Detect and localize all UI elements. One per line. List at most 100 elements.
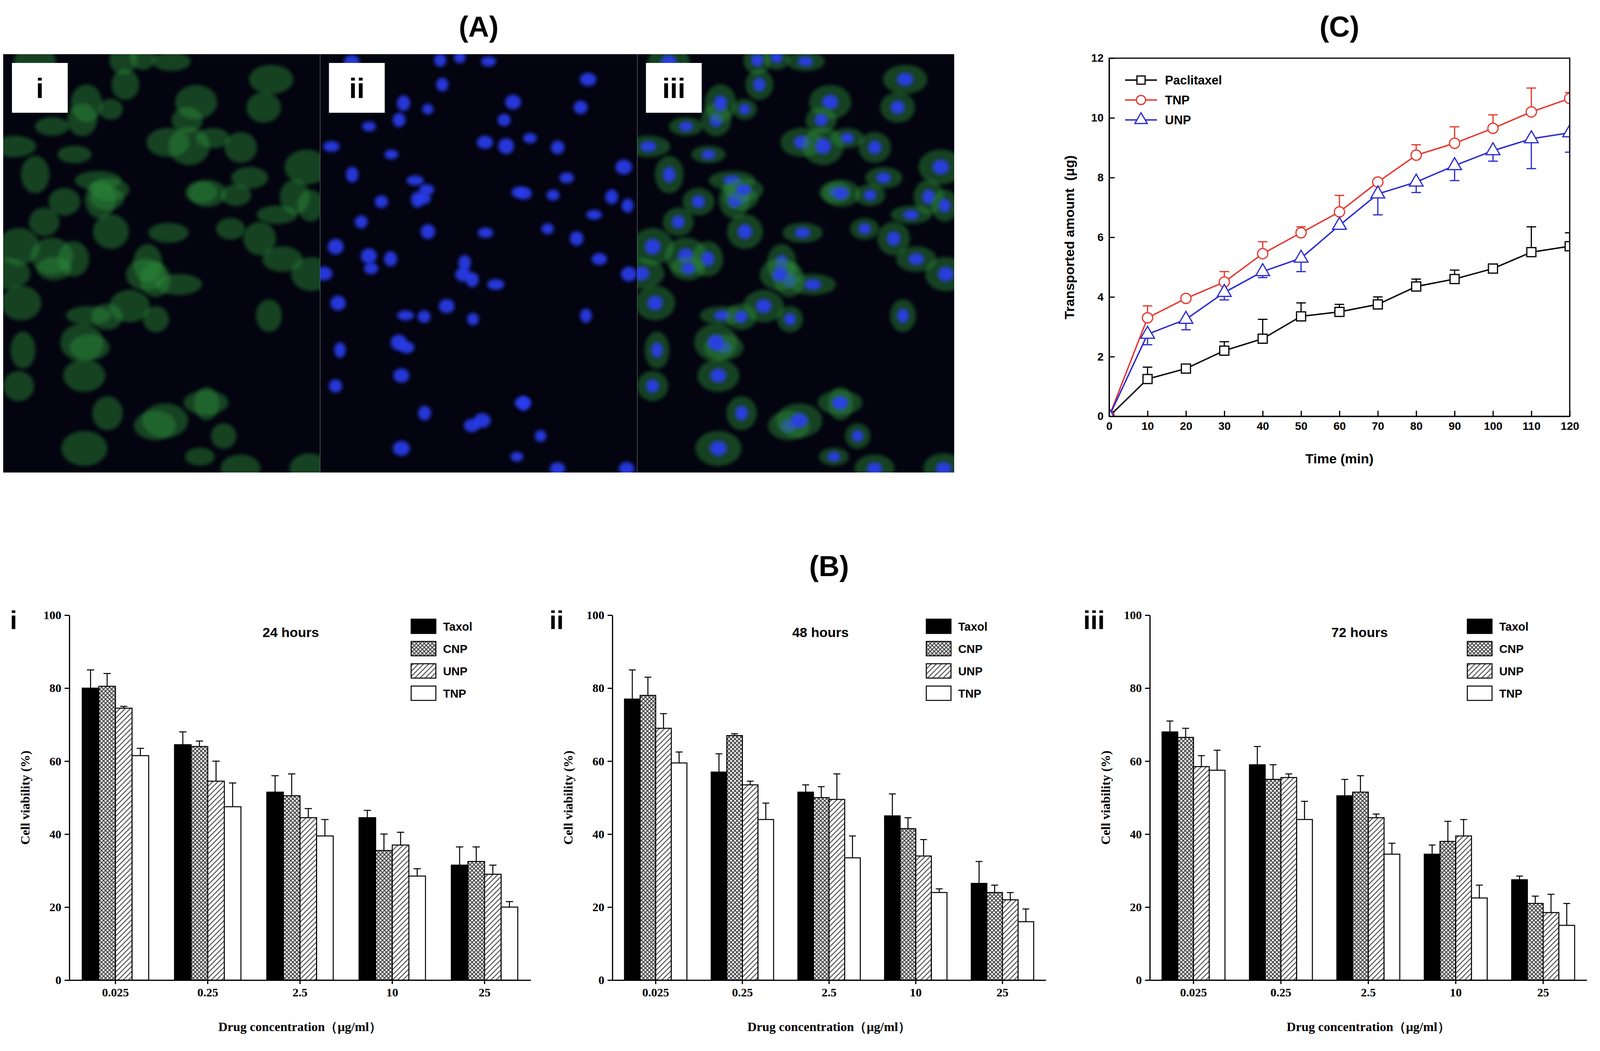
bar (1265, 779, 1281, 981)
error-bar (1006, 892, 1014, 900)
nucleus (392, 441, 410, 456)
cell-body (644, 331, 670, 369)
tick-mark (207, 980, 209, 985)
tick-label: 40 (1256, 419, 1269, 433)
marker (1524, 130, 1539, 143)
tick: 80 (49, 681, 70, 695)
error-bar (1547, 894, 1555, 913)
tick-label: 0 (598, 973, 605, 987)
marker (1562, 124, 1570, 137)
cell-body (694, 323, 738, 362)
bar (468, 861, 485, 981)
marker (1335, 307, 1345, 317)
bar (316, 835, 334, 981)
tick-mark (741, 980, 744, 985)
nucleus (420, 224, 436, 240)
cell-body (918, 149, 955, 185)
cell-body (249, 64, 294, 95)
nucleus (935, 461, 952, 473)
nucleus (833, 186, 849, 200)
tick-mark (654, 980, 657, 985)
tick: 60 (1129, 754, 1150, 768)
legend-label: Paclitaxel (1164, 73, 1222, 88)
figure: (A)iiiiii(B)0204060801000.0250.252.51025… (0, 0, 1600, 1051)
error-bar (86, 669, 95, 689)
tick-mark (1192, 980, 1195, 985)
tick-mark (607, 833, 613, 836)
tick: 100 (1123, 608, 1150, 622)
nucleus (709, 441, 728, 456)
cell-body (802, 127, 844, 165)
panel-label: (B) (809, 550, 850, 583)
legend-label: Taxol (1499, 620, 1529, 634)
bar (1511, 879, 1528, 981)
tick-mark (64, 614, 70, 616)
tick-mark (1109, 117, 1115, 119)
plot-marks (624, 669, 1034, 981)
cell-body (129, 54, 156, 70)
legend-swatch (1467, 686, 1493, 701)
tick: 0 (55, 973, 70, 987)
error-bar (660, 713, 667, 729)
error-bar (119, 706, 128, 709)
bar (207, 781, 225, 981)
tick: 20 (592, 900, 613, 914)
tick: 20 (1180, 410, 1193, 433)
cell-body (142, 403, 189, 438)
tick-mark (1531, 410, 1533, 417)
tick-label: 90 (1448, 419, 1461, 433)
tick: 30 (1218, 410, 1231, 433)
error-bar (380, 834, 388, 851)
nucleus (466, 313, 479, 326)
label-box (11, 62, 68, 113)
axis: 0.0250.252.51025 (612, 980, 1047, 999)
label-box (329, 62, 385, 113)
tick-label: 80 (49, 681, 62, 695)
nucleus (615, 159, 633, 175)
bar (1352, 792, 1369, 981)
error-bar (1269, 764, 1277, 780)
axis: 020406080100 (586, 608, 613, 987)
axis-title: Time (min) (1305, 450, 1374, 467)
tick-mark (915, 980, 917, 985)
tick: 2 (1097, 350, 1115, 363)
cell-body (850, 217, 880, 240)
tick-label: 25 (478, 985, 491, 999)
marker (1255, 263, 1270, 276)
marker (1334, 206, 1345, 218)
bar (884, 815, 900, 981)
tick-label: 60 (1333, 419, 1346, 433)
cell-body (697, 359, 740, 393)
bar (501, 907, 518, 981)
nucleus (480, 56, 497, 67)
nucleus (417, 405, 431, 421)
marker (1296, 227, 1307, 238)
nucleus (497, 113, 511, 127)
error-bar (455, 847, 463, 866)
axis-title: Transported amount (μg) (1061, 155, 1077, 320)
error-bar (363, 810, 371, 818)
tick-mark (1109, 177, 1115, 179)
nucleus (794, 227, 811, 238)
nucleus (671, 215, 685, 229)
legend-swatch (926, 686, 951, 701)
cell-body (637, 285, 675, 321)
cell-body (854, 454, 895, 473)
tick: 110 (1522, 410, 1541, 433)
nucleus (679, 121, 694, 132)
cell-body (91, 303, 123, 330)
bar (451, 864, 469, 981)
bar (640, 695, 656, 981)
tick-mark (1339, 410, 1341, 417)
nucleus (397, 310, 415, 321)
bar (655, 728, 672, 981)
tick-label: 2.5 (292, 985, 308, 999)
legend-label: CNP (1499, 642, 1524, 656)
error-bar (1198, 755, 1205, 767)
nucleus (505, 94, 522, 110)
tick-mark (1454, 980, 1457, 985)
error-bar (1515, 876, 1523, 880)
legend-label: TNP (1164, 93, 1190, 108)
cell-body (183, 390, 229, 415)
bar (915, 856, 932, 981)
